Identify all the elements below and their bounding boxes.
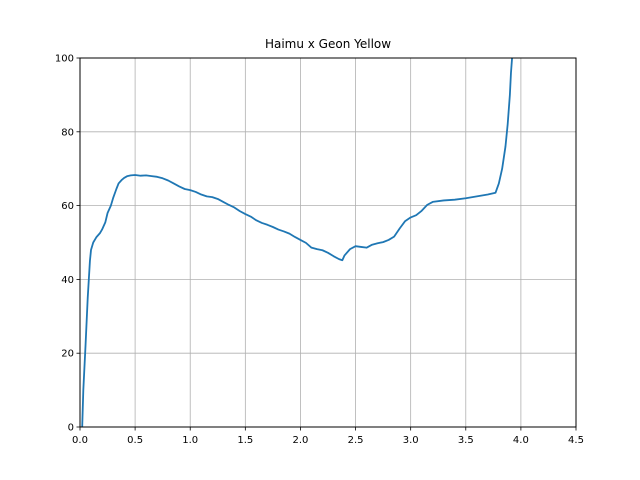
y-tick-label: 0 xyxy=(68,423,74,434)
x-tick-label: 1.0 xyxy=(182,435,198,446)
chart-title: Haimu x Geon Yellow xyxy=(265,37,391,51)
x-tick-label: 2.5 xyxy=(348,435,364,446)
x-tick-label: 0.5 xyxy=(127,435,143,446)
y-tick-label: 100 xyxy=(55,54,74,65)
y-tick-label: 60 xyxy=(61,201,74,212)
x-tick-label: 1.5 xyxy=(237,435,253,446)
x-tick-label: 3.5 xyxy=(458,435,474,446)
y-tick-label: 40 xyxy=(61,275,74,286)
y-tick-label: 20 xyxy=(61,349,74,360)
x-tick-label: 4.5 xyxy=(568,435,584,446)
x-tick-label: 4.0 xyxy=(513,435,529,446)
y-tick-label: 80 xyxy=(61,127,74,138)
series-layer xyxy=(81,57,513,428)
axes-ticks: 0.0 0.5 1.0 1.5 2.0 2.5 3.0 3.5 4.0 4.5 0 20 40 60 80 1… xyxy=(55,54,584,447)
x-tick-label: 2.0 xyxy=(292,435,308,446)
x-tick-label: 3.0 xyxy=(403,435,419,446)
x-tick-label: 0.0 xyxy=(72,435,88,446)
series-line xyxy=(81,57,513,428)
plot-frame xyxy=(79,57,577,428)
